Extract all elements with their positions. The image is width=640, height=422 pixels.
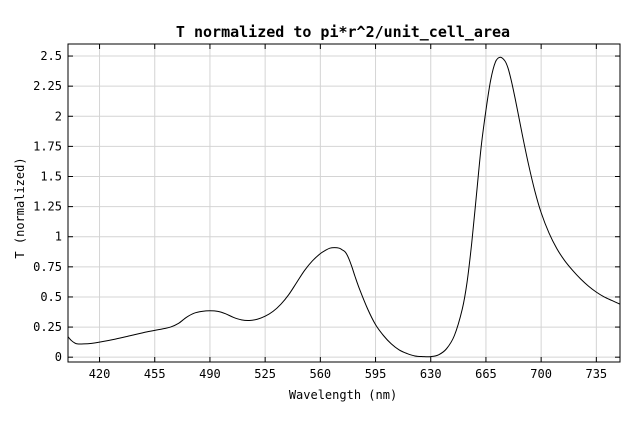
x-tick-label: 560 xyxy=(309,367,331,381)
y-tick-label: 1.5 xyxy=(40,170,62,184)
y-tick-label: 0.25 xyxy=(33,320,62,334)
x-tick-label: 420 xyxy=(89,367,111,381)
y-tick-label: 1.25 xyxy=(33,200,62,214)
x-tick-label: 700 xyxy=(530,367,552,381)
y-axis-label: T (normalized) xyxy=(13,157,27,258)
grid-lines xyxy=(68,44,620,362)
y-tick-label: 2.5 xyxy=(40,49,62,63)
plot-frame xyxy=(67,43,621,363)
x-tick-label: 665 xyxy=(475,367,497,381)
x-tick-label: 490 xyxy=(199,367,221,381)
y-tick-label: 1 xyxy=(55,230,62,244)
y-tick-label: 0 xyxy=(55,350,62,364)
axis-ticks: 420 455 490 525 560 595 630 665 700 735 0 0.25 0.5 0.… xyxy=(33,44,620,381)
x-tick-label: 735 xyxy=(585,367,607,381)
y-tick-label: 0.5 xyxy=(40,290,62,304)
y-tick-label: 1.75 xyxy=(33,139,62,153)
series-line xyxy=(68,56,620,358)
series-group xyxy=(68,56,620,358)
x-axis-label: Wavelength (nm) xyxy=(289,388,397,402)
y-tick-label: 2.25 xyxy=(33,79,62,93)
y-tick-label: 2 xyxy=(55,109,62,123)
x-tick-label: 595 xyxy=(365,367,387,381)
x-tick-label: 630 xyxy=(420,367,442,381)
chart-title: T normalized to pi*r^2/unit_cell_area xyxy=(176,23,510,41)
x-tick-label: 525 xyxy=(254,367,276,381)
x-tick-label: 455 xyxy=(144,367,166,381)
y-tick-label: 0.75 xyxy=(33,260,62,274)
